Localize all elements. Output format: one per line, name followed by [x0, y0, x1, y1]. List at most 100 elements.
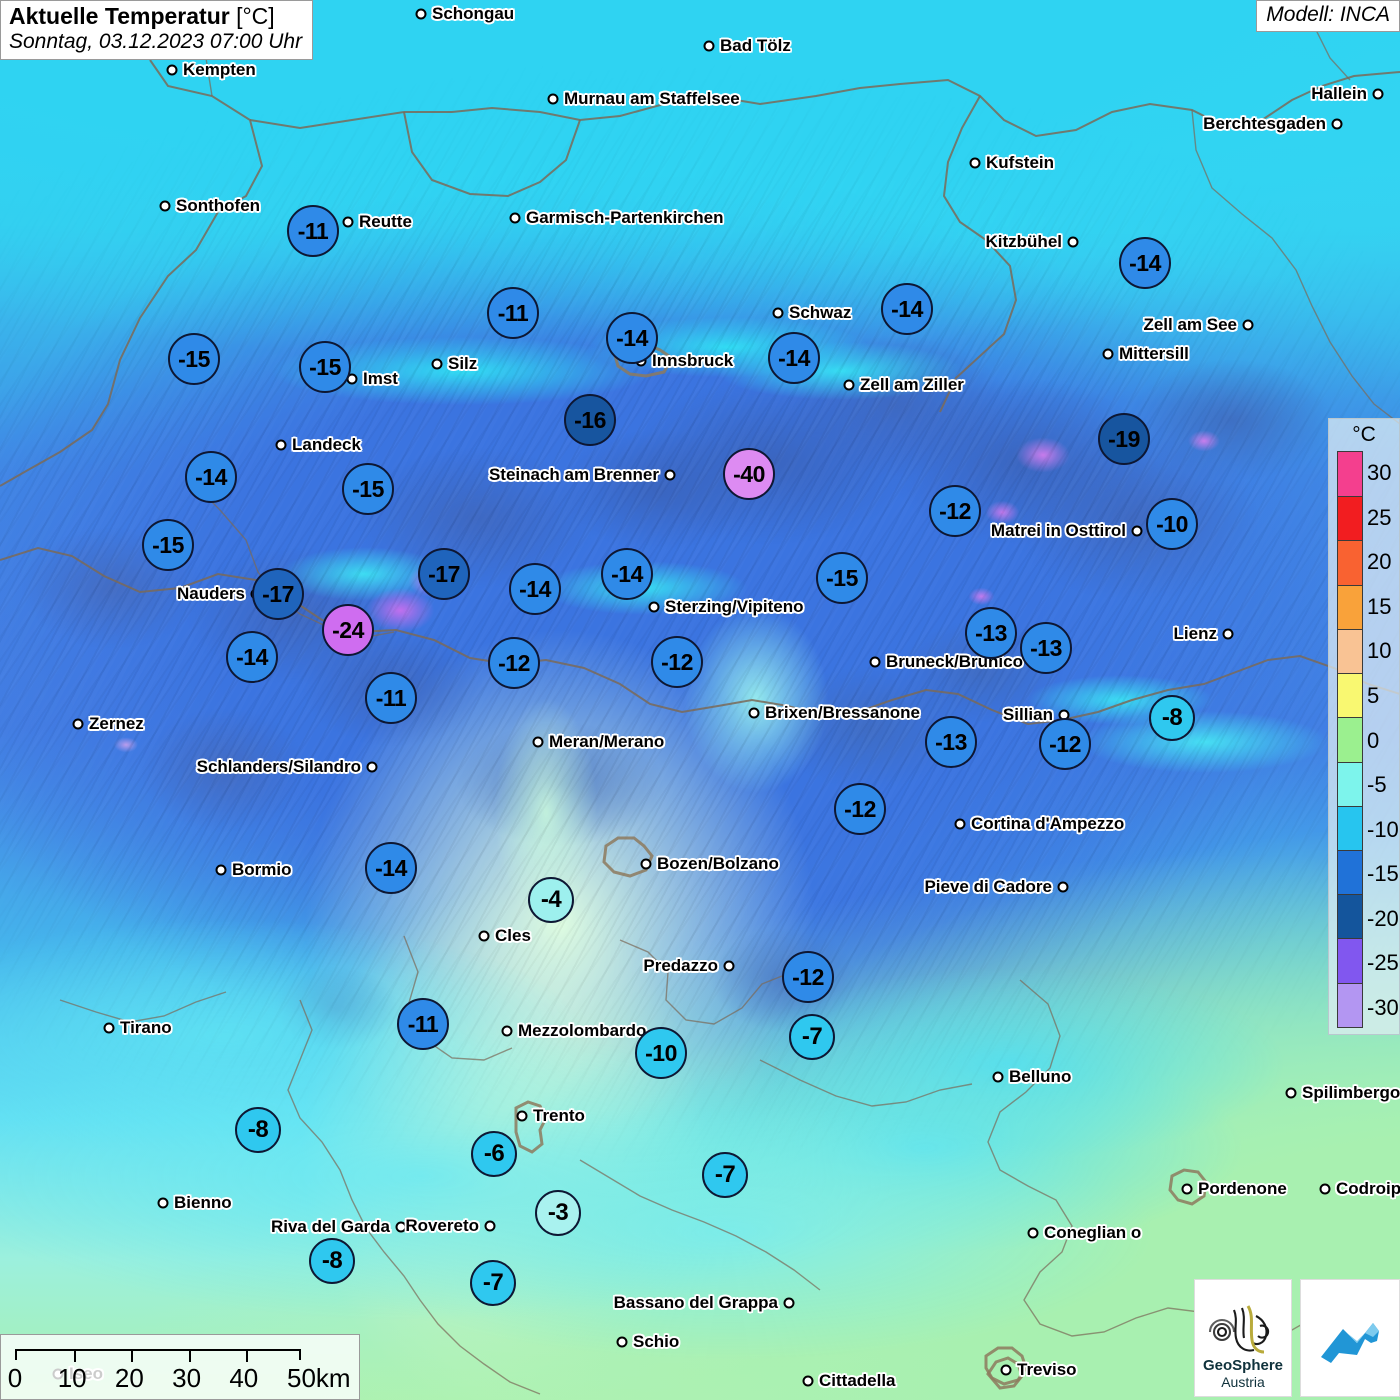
scale-bar: 0 10 20 30 40 50km	[0, 1334, 360, 1400]
station-temperature-marker[interactable]: -15	[816, 552, 868, 604]
legend-tick-label: 0	[1367, 727, 1380, 753]
station-temperature-marker[interactable]: -11	[397, 998, 449, 1050]
scale-tick	[131, 1351, 134, 1362]
station-temperature-marker[interactable]: -15	[168, 333, 220, 385]
station-temperature-marker[interactable]: -14	[768, 332, 820, 384]
station-temperature-marker[interactable]: -14	[601, 548, 653, 600]
station-temperature-marker[interactable]: -11	[287, 205, 339, 257]
station-temperature-marker[interactable]: -40	[723, 448, 775, 500]
scale-tick	[74, 1351, 77, 1362]
scale-labels: 0 10 20 30 40 50km	[1, 1363, 359, 1393]
scale-label: 50km	[287, 1363, 351, 1393]
legend-tick-label: -30	[1367, 994, 1399, 1020]
station-temperature-marker[interactable]: -14	[1119, 237, 1171, 289]
station-temperature-marker[interactable]: -17	[252, 568, 304, 620]
model-label: Modell: INCA	[1266, 3, 1390, 26]
station-temperature-marker[interactable]: -17	[418, 548, 470, 600]
legend-band	[1338, 982, 1362, 1027]
legend-tick-label: 5	[1367, 682, 1380, 708]
legend-tick-label: 10	[1367, 638, 1392, 664]
page-title: Aktuelle Temperatur [°C]	[9, 3, 302, 30]
scale-tick	[245, 1351, 248, 1362]
station-temperature-marker[interactable]: -11	[487, 287, 539, 339]
station-temperature-marker[interactable]: -12	[488, 637, 540, 689]
geosphere-name: GeoSphere	[1202, 1357, 1284, 1375]
station-temperature-marker[interactable]: -13	[1020, 622, 1072, 674]
station-temperature-marker[interactable]: -13	[925, 716, 977, 768]
station-temperature-marker[interactable]: -4	[528, 877, 574, 923]
scale-label: 30	[172, 1363, 202, 1393]
station-temperature-marker[interactable]: -15	[342, 463, 394, 515]
station-temperature-marker[interactable]: -13	[965, 607, 1017, 659]
station-temperature-marker[interactable]: -7	[702, 1152, 748, 1198]
legend-band	[1338, 584, 1362, 629]
station-temperature-marker[interactable]: -3	[535, 1190, 581, 1236]
geosphere-mark-icon	[1208, 1305, 1270, 1354]
scale-label: 0	[7, 1363, 23, 1393]
scale-label: 10	[57, 1363, 87, 1393]
legend-colorbar	[1337, 451, 1363, 1028]
scale-rule	[15, 1349, 301, 1362]
station-temperature-marker[interactable]: -14	[881, 283, 933, 335]
geosphere-logo: GeoSphere Austria	[1194, 1279, 1292, 1397]
legend-band	[1338, 894, 1362, 939]
station-temperature-marker[interactable]: -14	[509, 563, 561, 615]
title-timestamp: Sonntag, 03.12.2023 07:00 Uhr	[9, 29, 303, 53]
station-temperature-marker[interactable]: -14	[226, 631, 278, 683]
legend-tick-label: -25	[1367, 950, 1399, 976]
legend-tick-label: -20	[1367, 905, 1399, 931]
station-temperature-marker[interactable]: -8	[1149, 695, 1195, 741]
scale-tick	[188, 1351, 191, 1362]
station-temperature-marker[interactable]: -7	[789, 1014, 835, 1060]
station-temperature-marker[interactable]: -24	[322, 604, 374, 656]
legend-band	[1338, 452, 1362, 497]
model-box: Modell: INCA	[1256, 0, 1400, 32]
legend-band	[1338, 628, 1362, 674]
legend-band	[1338, 496, 1362, 541]
legend-unit-label: °C	[1352, 423, 1376, 446]
station-temperature-marker[interactable]: -8	[235, 1107, 281, 1153]
station-temperature-marker[interactable]: -6	[471, 1131, 517, 1177]
geosphere-subtitle: Austria	[1221, 1373, 1265, 1390]
legend-band	[1338, 805, 1362, 850]
legend-tick-label: -10	[1367, 816, 1399, 842]
title-main: Aktuelle Temperatur	[9, 3, 230, 29]
station-temperature-marker[interactable]: -14	[185, 451, 237, 503]
title-unit: [°C]	[236, 3, 275, 29]
legend-band	[1338, 938, 1362, 983]
station-temperature-marker[interactable]: -15	[142, 519, 194, 571]
legend-tick-label: -15	[1367, 861, 1399, 887]
legend-band	[1338, 849, 1362, 895]
station-temperature-marker[interactable]: -12	[782, 951, 834, 1003]
station-temperature-marker[interactable]: -19	[1098, 413, 1150, 465]
station-temperature-marker[interactable]: -11	[365, 672, 417, 724]
station-temperature-marker[interactable]: -10	[635, 1027, 687, 1079]
scale-label: 20	[114, 1363, 144, 1393]
station-temperature-marker[interactable]: -12	[929, 485, 981, 537]
station-temperature-marker[interactable]: -15	[299, 341, 351, 393]
legend-tick-label: 30	[1367, 460, 1392, 486]
legend-band	[1338, 761, 1362, 806]
station-temperature-marker[interactable]: -14	[365, 842, 417, 894]
station-temperature-marker[interactable]: -14	[606, 312, 658, 364]
legend-tick-label: 15	[1367, 593, 1392, 619]
legend-tick-label: 25	[1367, 504, 1392, 530]
title-box: Aktuelle Temperatur [°C] Sonntag, 03.12.…	[0, 0, 314, 61]
station-temperature-marker[interactable]: -7	[470, 1260, 516, 1306]
station-temperature-marker[interactable]: -12	[834, 783, 886, 835]
mountain-arrow-icon	[1321, 1323, 1379, 1363]
legend-tick-label: -5	[1367, 772, 1387, 798]
station-temperature-marker[interactable]: -12	[651, 636, 703, 688]
legend-band	[1338, 540, 1362, 585]
station-temperature-marker[interactable]: -8	[309, 1238, 355, 1284]
station-temperature-marker[interactable]: -16	[564, 394, 616, 446]
legend-tick-label: 20	[1367, 549, 1392, 575]
color-legend: °C 30 25 20 15 10 5 0 -5 -10 -15 -20 -25 -30	[1328, 418, 1400, 1035]
legend-band	[1338, 717, 1362, 762]
station-temperature-marker[interactable]: -12	[1039, 718, 1091, 770]
scale-label: 40	[229, 1363, 259, 1393]
station-temperature-marker[interactable]: -10	[1146, 498, 1198, 550]
legend-band	[1338, 673, 1362, 718]
